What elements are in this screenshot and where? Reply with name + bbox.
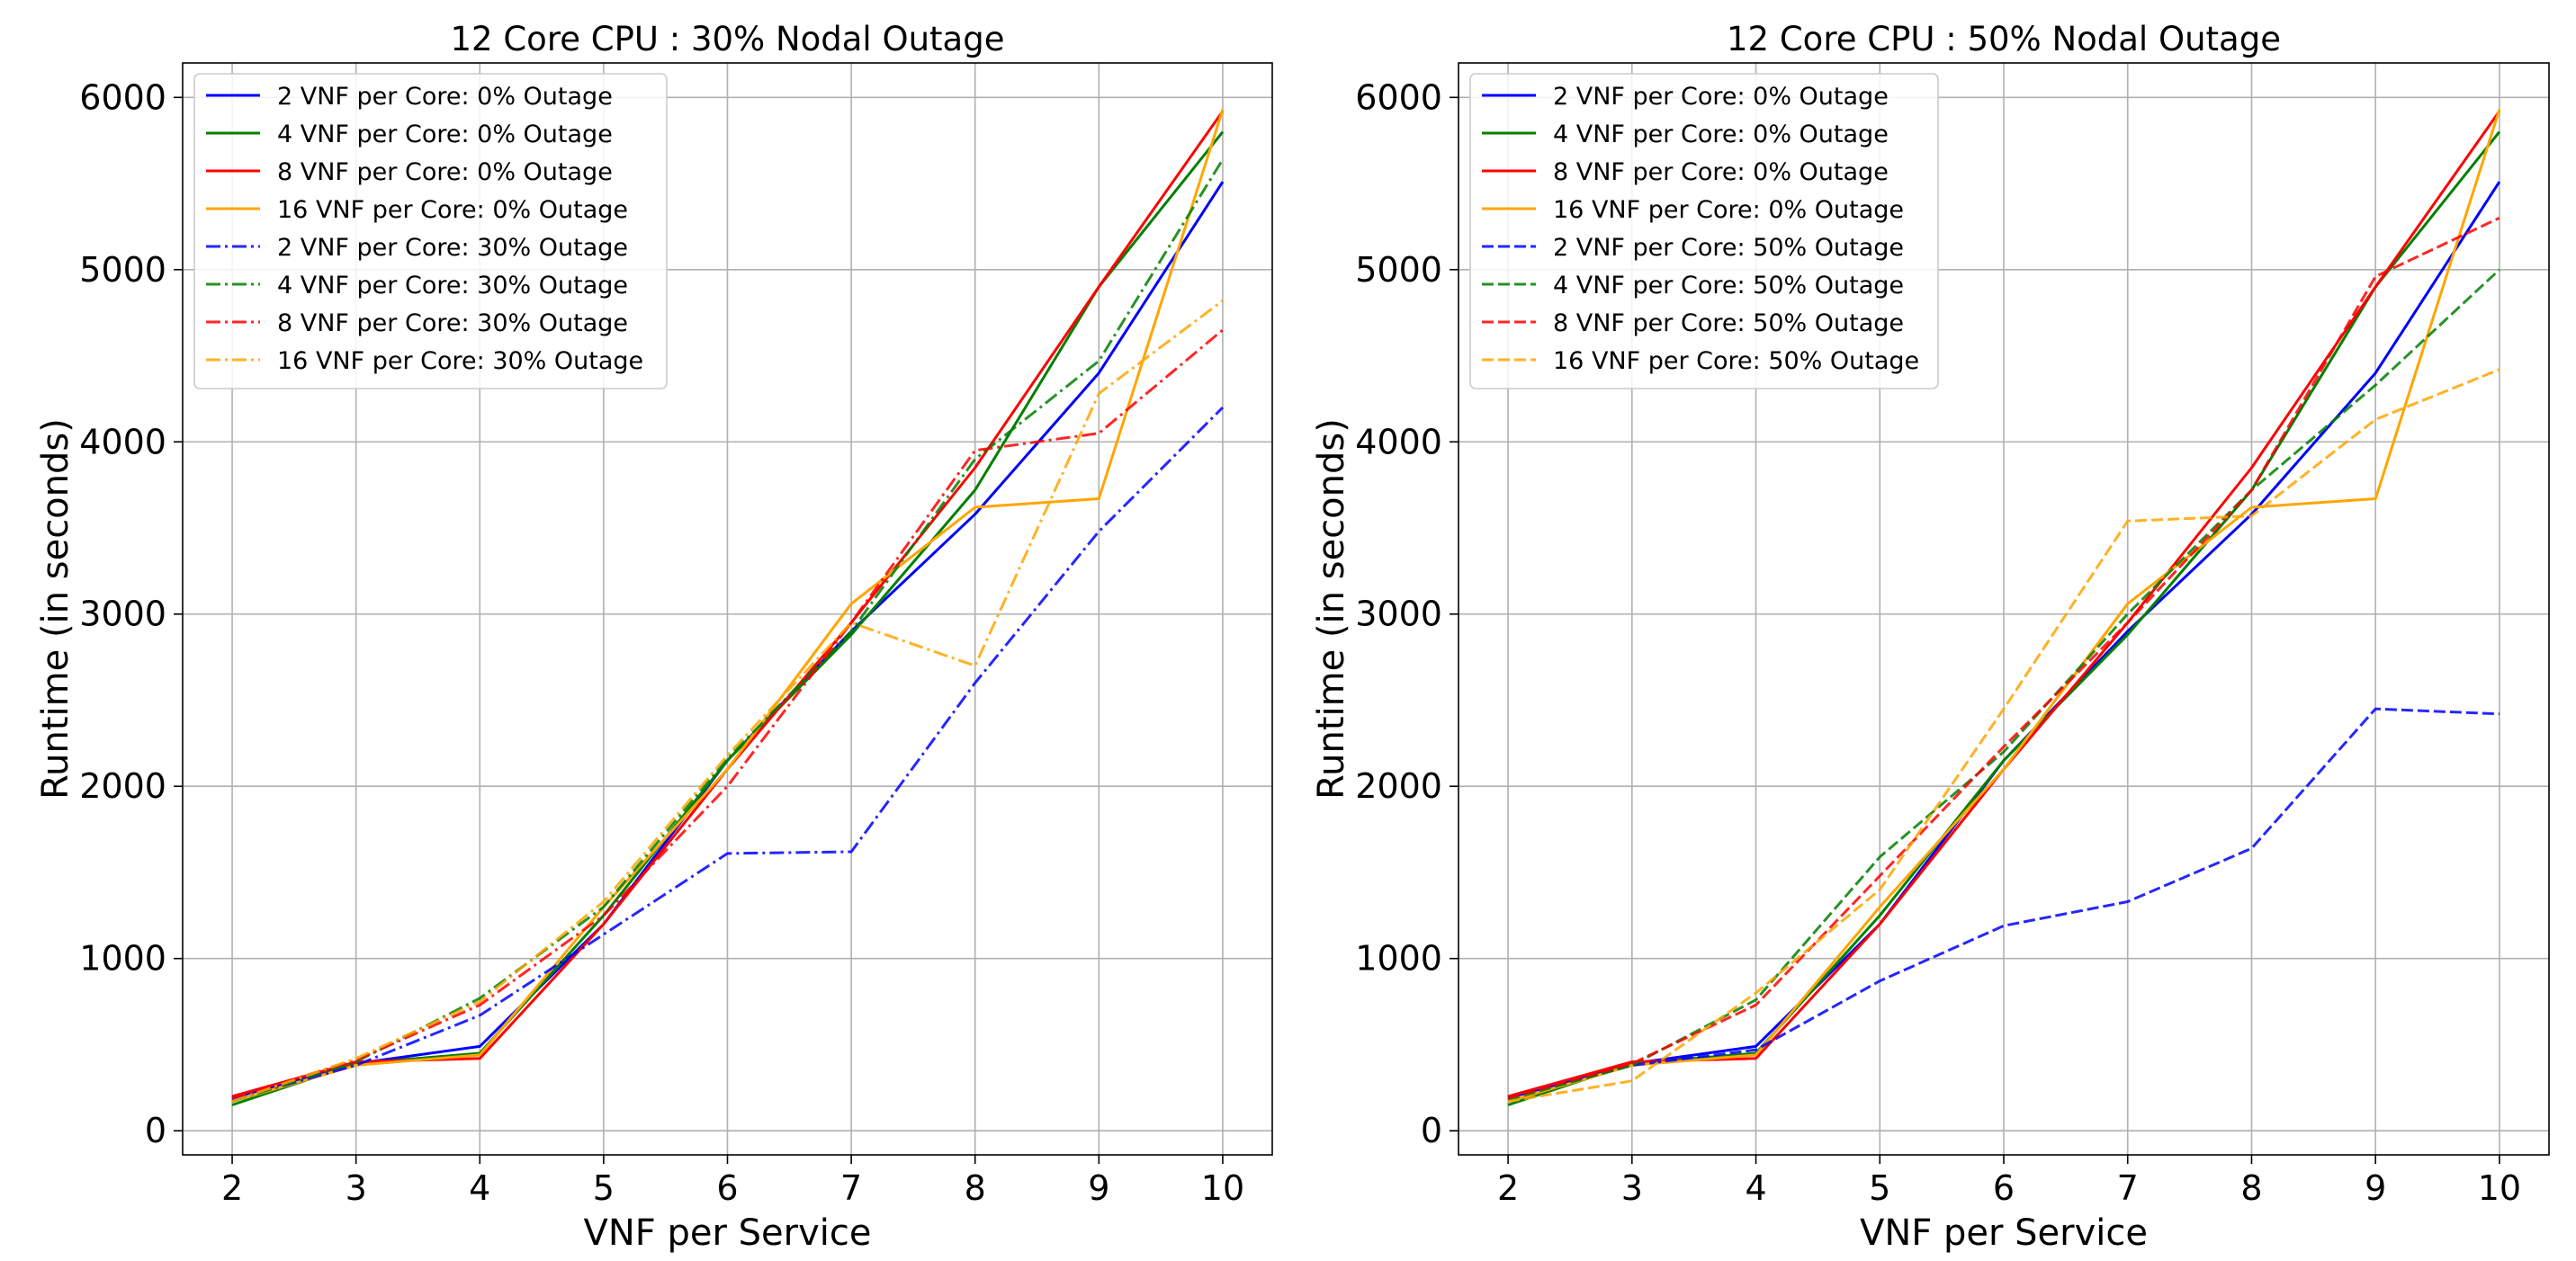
legend-box xyxy=(1469,73,1939,389)
y-tick-label: 4000 xyxy=(79,422,166,461)
y-tick-label: 6000 xyxy=(79,77,166,117)
y-axis-label: Runtime (in seconds) xyxy=(1311,418,1352,800)
y-tick-label: 3000 xyxy=(79,595,166,634)
y-tick-label: 4000 xyxy=(1355,422,1442,461)
x-tick-label: 7 xyxy=(840,1168,862,1208)
legend-entry: 2 VNF per Core: 0% Outage xyxy=(1553,83,1889,111)
x-tick-label: 4 xyxy=(469,1168,490,1208)
legend-entry: 8 VNF per Core: 0% Outage xyxy=(277,158,613,186)
x-tick-label: 6 xyxy=(1993,1168,2015,1208)
series-line-5 xyxy=(231,406,1225,1102)
series-line-4 xyxy=(231,109,1225,1104)
legend-entry: 8 VNF per Core: 0% Outage xyxy=(1553,158,1889,186)
series-line-5 xyxy=(1507,707,2500,1100)
legend-entry: 4 VNF per Core: 0% Outage xyxy=(1553,121,1889,148)
y-axis-label: Runtime (in seconds) xyxy=(35,418,76,800)
y-tick-label: 2000 xyxy=(79,766,166,806)
y-tick-label: 3000 xyxy=(1355,595,1442,634)
chart-panel-1: 12 Core CPU : 30% Nodal Outage 2 3 4 5 6 7 8 9 10… xyxy=(35,20,1273,1254)
x-axis-label: VNF per Service xyxy=(1860,1212,2148,1254)
x-tick-label: 2 xyxy=(221,1168,243,1208)
series-line-7 xyxy=(231,328,1224,1100)
y-tick-label: 5000 xyxy=(79,250,166,290)
legend: 2 VNF per Core: 0% Outage 4 VNF per Core:… xyxy=(193,73,668,389)
y-tick-label: 5000 xyxy=(1355,250,1442,290)
legend-entry: 4 VNF per Core: 50% Outage xyxy=(1553,272,1904,300)
legend-entry: 4 VNF per Core: 30% Outage xyxy=(277,272,628,300)
series-line-8 xyxy=(231,300,1224,1104)
series-lines xyxy=(231,109,1225,1106)
x-tick-label: 10 xyxy=(1201,1168,1244,1208)
y-tick-label: 0 xyxy=(1421,1111,1442,1150)
x-tick-label: 3 xyxy=(1621,1168,1643,1208)
x-tick-label: 8 xyxy=(965,1168,986,1208)
x-tick-label: 10 xyxy=(2478,1168,2521,1208)
y-tick-label: 0 xyxy=(145,1111,166,1150)
legend-entry: 16 VNF per Core: 30% Outage xyxy=(277,347,643,375)
legend-entry: 8 VNF per Core: 50% Outage xyxy=(1553,309,1904,337)
x-tick-label: 8 xyxy=(2240,1168,2262,1208)
chart-title: 12 Core CPU : 50% Nodal Outage xyxy=(1727,20,2281,58)
legend-entry: 4 VNF per Core: 0% Outage xyxy=(277,121,613,148)
legend-entry: 16 VNF per Core: 0% Outage xyxy=(1553,196,1904,224)
legend-entry: 16 VNF per Core: 50% Outage xyxy=(1553,347,1919,375)
series-line-8 xyxy=(1507,368,2500,1104)
y-tick-label: 6000 xyxy=(1355,77,1442,117)
series-lines xyxy=(1507,109,2501,1106)
x-tick-label: 4 xyxy=(1745,1168,1766,1208)
x-tick-label: 7 xyxy=(2117,1168,2139,1208)
legend-entry: 2 VNF per Core: 0% Outage xyxy=(277,83,613,111)
chart-title: 12 Core CPU : 30% Nodal Outage xyxy=(451,20,1005,58)
chart-panel-2: 12 Core CPU : 50% Nodal Outage 2 3 4 5 6 7 8 9 10… xyxy=(1311,20,2550,1254)
legend-entry: 16 VNF per Core: 0% Outage xyxy=(277,196,628,224)
y-tick-label: 2000 xyxy=(1355,766,1442,806)
legend-box xyxy=(193,73,668,389)
legend-entry: 2 VNF per Core: 50% Outage xyxy=(1553,234,1904,262)
x-tick-label: 9 xyxy=(1088,1168,1109,1208)
legend-entry: 2 VNF per Core: 30% Outage xyxy=(277,234,628,262)
y-tick-label: 1000 xyxy=(79,939,166,979)
legend-entry: 8 VNF per Core: 30% Outage xyxy=(277,309,628,337)
x-tick-label: 5 xyxy=(1869,1168,1890,1208)
x-tick-label: 3 xyxy=(346,1168,367,1208)
legend: 2 VNF per Core: 0% Outage 4 VNF per Core:… xyxy=(1469,73,1939,389)
series-line-6 xyxy=(1507,268,2500,1102)
grid xyxy=(183,63,1272,1155)
series-line-4 xyxy=(1507,109,2501,1104)
x-tick-label: 9 xyxy=(2365,1168,2386,1208)
x-tick-label: 5 xyxy=(593,1168,615,1208)
x-axis-label: VNF per Service xyxy=(584,1212,872,1254)
x-tick-label: 2 xyxy=(1497,1168,1519,1208)
y-tick-label: 1000 xyxy=(1355,939,1442,979)
x-tick-label: 6 xyxy=(716,1168,738,1208)
series-line-7 xyxy=(1507,216,2500,1100)
